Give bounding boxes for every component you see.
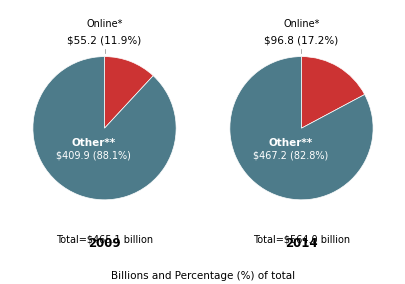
Text: Total=$465.1 billion: Total=$465.1 billion: [56, 234, 153, 244]
Text: Other**: Other**: [268, 137, 312, 147]
Text: $55.2 (11.9%): $55.2 (11.9%): [67, 36, 141, 46]
Text: Other**: Other**: [72, 137, 115, 147]
Title: 2014: 2014: [284, 237, 317, 250]
Text: $409.9 (88.1%): $409.9 (88.1%): [56, 151, 131, 160]
Wedge shape: [301, 57, 364, 128]
Text: $467.2 (82.8%): $467.2 (82.8%): [252, 151, 328, 160]
Wedge shape: [104, 57, 153, 128]
Title: 2009: 2009: [88, 237, 121, 250]
Text: Billions and Percentage (%) of total: Billions and Percentage (%) of total: [111, 271, 294, 281]
Text: Online*: Online*: [283, 19, 319, 29]
Text: Online*: Online*: [86, 19, 122, 29]
Text: Total=$564.0 billion: Total=$564.0 billion: [252, 234, 349, 244]
Text: $96.8 (17.2%): $96.8 (17.2%): [264, 36, 338, 46]
Wedge shape: [33, 57, 176, 200]
Wedge shape: [229, 57, 372, 200]
